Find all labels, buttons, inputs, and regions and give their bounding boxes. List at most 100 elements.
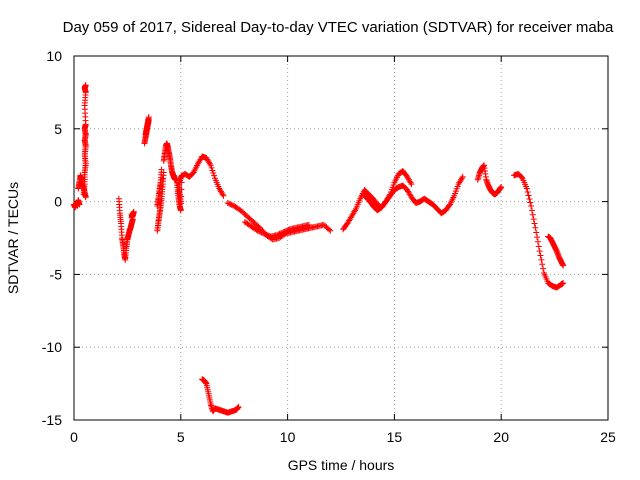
x-tick-label: 0 (70, 429, 78, 445)
data-point (530, 216, 537, 223)
data-point (279, 229, 286, 236)
data-point (228, 201, 235, 208)
data-point (206, 160, 213, 167)
y-tick-label: -5 (50, 266, 63, 282)
data-point (82, 82, 89, 89)
data-point (533, 229, 540, 236)
axis-ticks: 0 5 10 15 20 25 -15 -10 -5 0 5 10 (42, 48, 616, 445)
series-seg-a (71, 197, 83, 211)
data-point (408, 181, 415, 188)
data-point (282, 228, 289, 235)
y-tick-label: 10 (46, 48, 62, 64)
series-seg-l (241, 218, 312, 240)
data-point (537, 252, 544, 259)
series-seg-d (115, 195, 136, 263)
data-point (305, 221, 312, 228)
series-seg-j (177, 153, 227, 199)
data-points (71, 82, 567, 416)
data-point (255, 228, 262, 235)
data-point (253, 226, 260, 233)
series-seg-m (199, 376, 242, 416)
data-point (76, 201, 83, 208)
data-point (254, 227, 261, 234)
data-point (275, 231, 282, 238)
y-axis-title: SDTVAR / TECUs (5, 182, 21, 294)
data-point (219, 191, 226, 198)
data-point (210, 170, 217, 177)
data-point (534, 238, 541, 245)
data-point (273, 232, 280, 239)
series-seg-e (128, 208, 137, 221)
x-tick-label: 5 (177, 429, 185, 445)
x-tick-label: 15 (387, 429, 403, 445)
x-tick-label: 10 (280, 429, 296, 445)
series-seg-g (154, 166, 167, 234)
data-point (523, 185, 530, 192)
data-point (458, 175, 465, 182)
data-point (539, 261, 546, 268)
x-tick-label: 20 (493, 429, 509, 445)
data-point (263, 231, 270, 238)
data-point (326, 226, 333, 233)
data-point (224, 200, 231, 207)
data-point (211, 172, 218, 179)
series-seg-r (545, 233, 567, 269)
y-tick-label: 0 (54, 194, 62, 210)
data-point (525, 192, 532, 199)
data-point (540, 265, 547, 272)
data-point (407, 179, 414, 186)
data-point (327, 227, 334, 234)
data-point (129, 210, 136, 217)
data-point (276, 230, 283, 237)
x-tick-label: 25 (600, 429, 616, 445)
data-point (209, 167, 216, 174)
data-point (208, 164, 215, 171)
data-point (526, 195, 533, 202)
data-point (560, 280, 567, 287)
data-point (262, 231, 269, 238)
data-point (284, 227, 291, 234)
series-seg-i (173, 172, 185, 214)
series-seg-o (361, 173, 466, 217)
data-point (534, 234, 541, 241)
data-point (535, 243, 542, 250)
data-point (177, 207, 184, 214)
data-point (264, 232, 271, 239)
data-point (259, 230, 266, 237)
series-seg-n (340, 168, 415, 233)
x-axis-title: GPS time / hours (288, 457, 395, 473)
y-tick-label: 5 (54, 121, 62, 137)
data-point (538, 256, 545, 263)
series-seg-p (474, 162, 505, 198)
data-point (261, 230, 268, 237)
data-point (235, 403, 242, 410)
data-point (257, 228, 264, 235)
data-point (227, 201, 234, 208)
data-point (280, 229, 287, 236)
data-point (258, 229, 265, 236)
series-seg-q (511, 170, 567, 291)
plot-frame (73, 55, 609, 421)
data-point (226, 200, 233, 207)
data-point (560, 262, 567, 269)
data-point (172, 176, 179, 183)
data-point (229, 202, 236, 209)
data-point (145, 114, 152, 121)
data-point (529, 211, 536, 218)
series-seg-h (160, 140, 179, 183)
data-point (531, 220, 538, 227)
data-point (158, 166, 165, 173)
data-point (498, 184, 505, 191)
data-point (527, 199, 534, 206)
data-point (281, 228, 288, 235)
data-point (352, 207, 359, 214)
data-point (177, 198, 184, 205)
data-point (528, 207, 535, 214)
series-seg-c (80, 82, 89, 198)
chart-title: Day 059 of 2017, Sidereal Day-to-day VTE… (63, 19, 614, 36)
data-point (277, 230, 284, 237)
data-point (220, 192, 227, 199)
data-point (285, 226, 292, 233)
grid (74, 56, 608, 420)
